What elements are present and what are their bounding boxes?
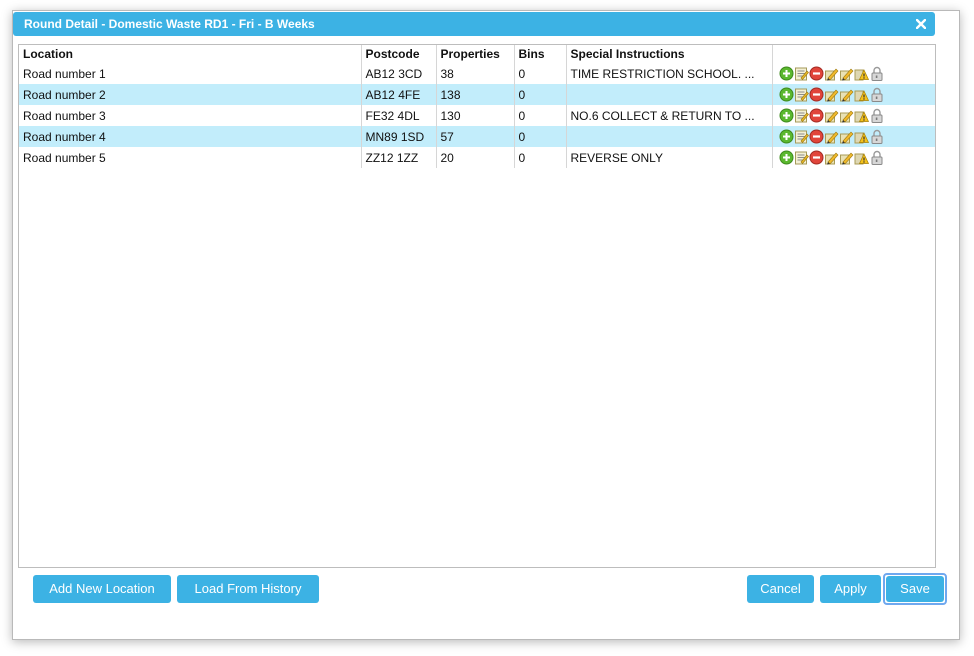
edit-icon[interactable] — [794, 150, 809, 166]
row-actions — [772, 126, 935, 147]
save-focus-ring — [883, 573, 947, 605]
lock-icon[interactable] — [869, 108, 884, 124]
add-icon[interactable] — [779, 108, 794, 124]
cell-bins[interactable]: 0 — [514, 84, 567, 105]
cell-postcode[interactable]: ZZ12 1ZZ — [361, 147, 437, 168]
cell-special-instructions[interactable] — [566, 126, 773, 147]
load-from-history-button[interactable]: Load From History — [177, 575, 319, 603]
column-header-special-instructions[interactable]: Special Instructions — [566, 45, 773, 63]
row-actions — [772, 63, 935, 84]
locations-table: Location Postcode Properties Bins Specia… — [19, 45, 935, 168]
close-button[interactable] — [913, 12, 929, 36]
cell-properties[interactable]: 20 — [436, 147, 515, 168]
table-row[interactable]: Road number 4 MN89 1SD 57 0 — [19, 126, 935, 147]
edit-pencil-icon[interactable] — [824, 129, 839, 145]
cell-bins[interactable]: 0 — [514, 126, 567, 147]
cancel-button[interactable]: Cancel — [747, 575, 814, 603]
apply-button[interactable]: Apply — [820, 575, 881, 603]
cell-special-instructions[interactable]: NO.6 COLLECT & RETURN TO ... — [566, 105, 773, 126]
cell-special-instructions[interactable]: REVERSE ONLY — [566, 147, 773, 168]
cell-postcode[interactable]: AB12 4FE — [361, 84, 437, 105]
table-row[interactable]: Road number 1 AB12 3CD 38 0 TIME RESTRICTION… — [19, 63, 935, 84]
close-icon — [916, 19, 926, 29]
remove-icon[interactable] — [809, 87, 824, 103]
cell-properties[interactable]: 138 — [436, 84, 515, 105]
table-row[interactable]: Road number 2 AB12 4FE 138 0 — [19, 84, 935, 105]
edit-pencil-icon[interactable] — [839, 108, 854, 124]
edit-pencil-icon[interactable] — [824, 108, 839, 124]
edit-pencil-icon[interactable] — [839, 150, 854, 166]
add-icon[interactable] — [779, 129, 794, 145]
table-row[interactable]: Road number 5 ZZ12 1ZZ 20 0 REVERSE ONLY — [19, 147, 935, 168]
cell-postcode[interactable]: AB12 3CD — [361, 63, 437, 84]
cell-location[interactable]: Road number 5 — [19, 147, 362, 168]
table-header-row: Location Postcode Properties Bins Specia… — [19, 45, 935, 63]
remove-icon[interactable] — [809, 150, 824, 166]
column-header-postcode[interactable]: Postcode — [361, 45, 437, 63]
cell-postcode[interactable]: MN89 1SD — [361, 126, 437, 147]
edit-icon[interactable] — [794, 87, 809, 103]
lock-icon[interactable] — [869, 129, 884, 145]
warning-icon[interactable] — [854, 87, 869, 103]
cell-properties[interactable]: 130 — [436, 105, 515, 126]
add-icon[interactable] — [779, 150, 794, 166]
locations-grid: Location Postcode Properties Bins Specia… — [18, 44, 936, 568]
warning-icon[interactable] — [854, 150, 869, 166]
row-actions — [772, 84, 935, 105]
cell-special-instructions[interactable]: TIME RESTRICTION SCHOOL. ... — [566, 63, 773, 84]
edit-pencil-icon[interactable] — [824, 150, 839, 166]
cell-location[interactable]: Road number 2 — [19, 84, 362, 105]
edit-icon[interactable] — [794, 129, 809, 145]
column-header-bins[interactable]: Bins — [514, 45, 567, 63]
row-actions — [772, 147, 935, 168]
remove-icon[interactable] — [809, 108, 824, 124]
cell-properties[interactable]: 57 — [436, 126, 515, 147]
lock-icon[interactable] — [869, 87, 884, 103]
edit-icon[interactable] — [794, 66, 809, 82]
remove-icon[interactable] — [809, 66, 824, 82]
dialog-titlebar: Round Detail - Domestic Waste RD1 - Fri … — [13, 12, 935, 36]
dialog-title: Round Detail - Domestic Waste RD1 - Fri … — [24, 17, 315, 31]
edit-icon[interactable] — [794, 108, 809, 124]
cell-location[interactable]: Road number 3 — [19, 105, 362, 126]
edit-pencil-icon[interactable] — [824, 87, 839, 103]
warning-icon[interactable] — [854, 66, 869, 82]
row-actions — [772, 105, 935, 126]
cell-postcode[interactable]: FE32 4DL — [361, 105, 437, 126]
cell-bins[interactable]: 0 — [514, 147, 567, 168]
table-row[interactable]: Road number 3 FE32 4DL 130 0 NO.6 COLLECT & … — [19, 105, 935, 126]
edit-pencil-icon[interactable] — [839, 87, 854, 103]
cell-bins[interactable]: 0 — [514, 63, 567, 84]
cell-location[interactable]: Road number 1 — [19, 63, 362, 84]
remove-icon[interactable] — [809, 129, 824, 145]
lock-icon[interactable] — [869, 66, 884, 82]
warning-icon[interactable] — [854, 108, 869, 124]
column-header-location[interactable]: Location — [19, 45, 362, 63]
cell-bins[interactable]: 0 — [514, 105, 567, 126]
save-button[interactable]: Save — [886, 576, 944, 602]
add-icon[interactable] — [779, 87, 794, 103]
cell-properties[interactable]: 38 — [436, 63, 515, 84]
edit-pencil-icon[interactable] — [824, 66, 839, 82]
column-header-properties[interactable]: Properties — [436, 45, 515, 63]
column-header-actions — [772, 45, 935, 63]
lock-icon[interactable] — [869, 150, 884, 166]
edit-pencil-icon[interactable] — [839, 66, 854, 82]
add-icon[interactable] — [779, 66, 794, 82]
cell-location[interactable]: Road number 4 — [19, 126, 362, 147]
add-new-location-button[interactable]: Add New Location — [33, 575, 171, 603]
warning-icon[interactable] — [854, 129, 869, 145]
edit-pencil-icon[interactable] — [839, 129, 854, 145]
cell-special-instructions[interactable] — [566, 84, 773, 105]
